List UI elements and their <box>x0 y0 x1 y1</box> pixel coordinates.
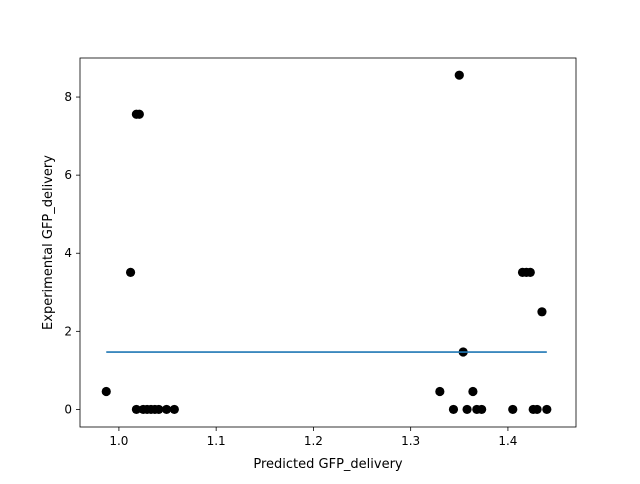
data-point <box>454 70 464 80</box>
plot-layer <box>101 70 552 415</box>
axes-layer: 1.0 1.1 1.2 1.3 1.4 0 2 4 6 8 <box>64 90 517 448</box>
data-point <box>448 404 459 415</box>
x-tick-label: 1.1 <box>207 434 226 448</box>
x-tick-label: 1.0 <box>109 434 128 448</box>
data-point <box>542 404 552 415</box>
x-tick-label: 1.4 <box>498 434 517 448</box>
y-tick-label: 2 <box>64 324 72 338</box>
data-point <box>532 404 542 415</box>
data-point <box>154 404 164 415</box>
data-point <box>169 404 179 415</box>
data-point <box>101 386 111 397</box>
data-point <box>435 386 445 397</box>
x-tick-label: 1.2 <box>304 434 323 448</box>
data-point <box>537 307 547 317</box>
data-point <box>125 267 136 277</box>
y-tick-label: 0 <box>64 402 72 416</box>
data-point <box>134 109 144 119</box>
data-point <box>161 404 172 415</box>
data-point <box>508 404 518 415</box>
y-tick-label: 6 <box>64 168 72 182</box>
data-point <box>468 386 478 397</box>
data-point <box>462 404 472 415</box>
x-axis-label: Predicted GFP_delivery <box>253 457 403 472</box>
data-point <box>525 267 535 277</box>
y-tick-label: 8 <box>64 90 72 104</box>
y-axis-label: Experimental GFP_delivery <box>41 155 56 330</box>
y-tick-label: 4 <box>64 246 72 260</box>
plot-frame <box>79 57 577 428</box>
x-tick-label: 1.3 <box>401 434 420 448</box>
data-point <box>131 404 142 415</box>
data-point <box>477 404 487 415</box>
